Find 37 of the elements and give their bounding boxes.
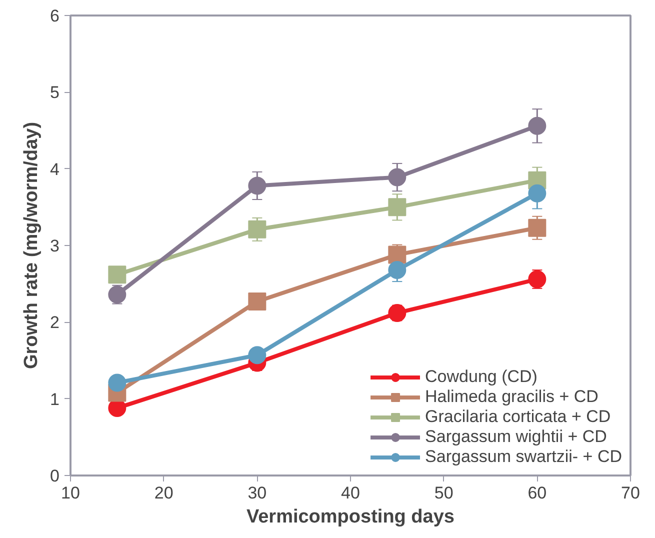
y-tick-label: 3 (50, 236, 60, 256)
legend-label: Cowdung (CD) (425, 367, 538, 387)
x-tick-label: 60 (528, 484, 547, 502)
legend-label: Gracilaria corticata + CD (425, 407, 611, 427)
y-tick-label: 2 (50, 313, 60, 332)
legend-label: Sargassum wightii + CD (425, 427, 607, 447)
x-tick-label: 70 (621, 484, 640, 502)
point (528, 218, 546, 237)
y-tick-label: 0 (50, 466, 60, 486)
y-tick-label: 6 (50, 6, 60, 26)
y-tick-label: 1 (50, 390, 60, 409)
point (528, 116, 546, 135)
x-axis-title: Vermicomposting days (246, 506, 455, 528)
x-tick-label: 20 (154, 484, 174, 502)
x-tick-label: 40 (341, 484, 360, 502)
point (388, 261, 406, 280)
x-tick-label: 30 (248, 484, 267, 502)
point (248, 346, 266, 364)
point (248, 176, 266, 195)
y-tick-label: 4 (50, 160, 60, 179)
point (108, 286, 126, 304)
point (388, 168, 406, 186)
y-tick-label: 5 (50, 83, 60, 102)
point (388, 304, 406, 322)
point (388, 246, 406, 264)
point (108, 266, 126, 284)
point (388, 198, 406, 216)
point (248, 220, 266, 238)
y-axis-title: Growth rate (mg/worm/day) (21, 122, 42, 370)
legend-label: Halimeda gracilis + CD (425, 387, 598, 407)
point (528, 184, 546, 202)
x-tick-label: 50 (434, 484, 454, 502)
point (108, 374, 126, 392)
x-tick-label: 10 (61, 484, 80, 502)
point (248, 292, 266, 310)
point (528, 270, 546, 288)
legend-label: Sargassum swartzii- + CD (425, 447, 622, 467)
